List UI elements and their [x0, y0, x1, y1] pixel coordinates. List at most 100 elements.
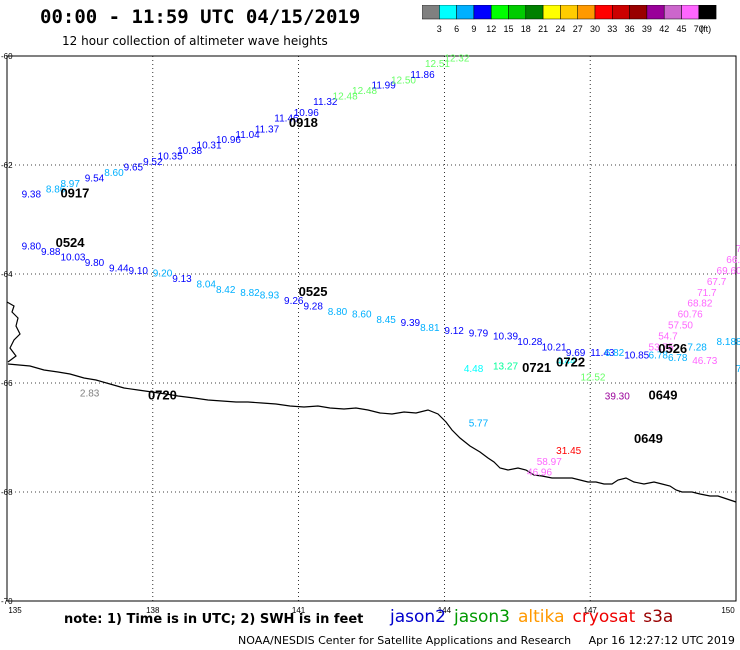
lon-tick-label: 141 — [292, 606, 306, 615]
swh-value: 71.7 — [697, 288, 717, 299]
map-frame — [6, 55, 737, 602]
swh-value: 11.99 — [372, 81, 397, 92]
swh-value: 9.52 — [143, 157, 163, 168]
lat-tick-label: -68 — [1, 488, 13, 497]
swh-value: 71 — [736, 244, 740, 255]
pass-time-label: 0721 — [522, 360, 551, 375]
colorbar-tick-label: 9 — [471, 24, 476, 34]
pass-time-label: 0722 — [556, 355, 585, 370]
pass-time-label: 0526 — [658, 341, 687, 356]
swh-value: 53.75 — [649, 342, 674, 353]
colorbar-tick-label: 27 — [573, 24, 583, 34]
swh-value: 9.80 — [22, 241, 42, 252]
lat-tick-label: -66 — [1, 379, 13, 388]
swh-value: 67.7 — [707, 277, 727, 288]
swh-value: 11.43 — [590, 348, 615, 359]
swh-value: 9.80 — [85, 258, 105, 269]
swh-value: 31.45 — [556, 446, 581, 457]
generated-timestamp: Apr 16 12:27:12 UTC 2019 — [588, 634, 735, 647]
colorbar-tick-label: 42 — [659, 24, 669, 34]
swh-value: 7 — [736, 364, 740, 375]
swh-value: 9.10 — [129, 266, 149, 277]
swh-value: 8.42 — [216, 285, 236, 296]
swh-value: 57.50 — [668, 321, 693, 332]
legend-entry-jason2: jason2 — [390, 607, 446, 627]
colorbar-tick-label: 21 — [538, 24, 548, 34]
lon-tick-label: 138 — [146, 606, 160, 615]
swh-value: 9.88 — [41, 247, 61, 258]
swh-value: 8.8 — [736, 337, 740, 348]
colorbar-tick-label: 3 — [437, 24, 442, 34]
swh-value: 12.48 — [352, 86, 377, 97]
swh-value: 10.28 — [517, 337, 542, 348]
pass-time-label: 0917 — [60, 186, 89, 201]
colorbar-tick-label: 24 — [555, 24, 565, 34]
graticule — [7, 56, 736, 601]
swh-value: 58.97 — [537, 457, 562, 468]
swh-value: 8.97 — [60, 179, 80, 190]
swh-value: 46.96 — [527, 468, 552, 479]
lon-tick-label: 150 — [721, 606, 735, 615]
page-subtitle: 12 hour collection of altimeter wave hei… — [62, 34, 328, 48]
swh-value: 8.93 — [260, 291, 280, 302]
swh-value: 10.39 — [493, 331, 518, 342]
swh-value: 10.35 — [158, 152, 183, 163]
swh-value: 8.81 — [420, 323, 440, 334]
swh-value: 68.82 — [687, 299, 712, 310]
lon-tick-label: 135 — [8, 606, 22, 615]
swh-value: 11.04 — [235, 130, 260, 141]
swh-value: 7.28 — [687, 342, 707, 353]
swh-value: 9.44 — [109, 263, 129, 274]
swh-value: 69.60 — [717, 266, 740, 277]
swh-value: 4.44 — [556, 356, 576, 367]
swh-value: 11.32 — [313, 97, 338, 108]
swh-value: 9.54 — [85, 173, 105, 184]
swh-value: 10.03 — [60, 252, 85, 263]
lon-tick-label: 147 — [584, 606, 598, 615]
pass-time-label: 0649 — [649, 387, 678, 402]
colorbar-tick-label: 45 — [676, 24, 686, 34]
colorbar-tick-label: 6 — [454, 24, 459, 34]
lon-tick-label: 144 — [438, 606, 452, 615]
wave-height-marks: 9.38 8.868.97 9.54 8.60 9.65 9.5210.3510.3810… — [22, 53, 740, 478]
swh-value: 10.85 — [624, 350, 649, 361]
pass-time-label: 0524 — [56, 235, 86, 250]
lat-tick-label: -70 — [1, 597, 13, 606]
pass-time-label: 0720 — [148, 387, 177, 402]
swh-value: 8.45 — [376, 315, 396, 326]
legend-entry-s3a: s3a — [643, 607, 674, 627]
footer: NOAA/NESDIS Center for Satellite Applica… — [238, 634, 735, 647]
legend-entry-altika: altika — [518, 607, 565, 627]
footnote: note: 1) Time is in UTC; 2) SWH is in fe… — [64, 612, 364, 627]
swh-value: 11.37 — [255, 124, 280, 135]
swh-value: 8.60 — [352, 310, 372, 321]
colorbar-tick-label: 30 — [590, 24, 600, 34]
colorbar-tick-label: 33 — [607, 24, 617, 34]
swh-value: 39.30 — [605, 391, 630, 402]
coastline — [6, 301, 737, 503]
swh-value: 9.26 — [284, 296, 304, 307]
swh-value: 10.96 — [294, 108, 319, 119]
swh-value: 12.52 — [580, 372, 605, 383]
satellite-legend: jason2 jason3 altika cryosat s3a — [390, 607, 681, 627]
swh-value: 9.38 — [22, 190, 42, 201]
swh-value: 9.65 — [124, 162, 144, 173]
swh-value: 8.82 — [240, 288, 260, 299]
swh-value: 9.13 — [172, 274, 192, 285]
lat-tick-label: -60 — [1, 52, 13, 61]
swh-value: 10.38 — [177, 146, 202, 157]
swh-value: 12.51 — [425, 59, 450, 70]
credit-text: NOAA/NESDIS Center for Satellite Applica… — [238, 634, 572, 647]
colorbar-tick-label: 36 — [625, 24, 635, 34]
colorbar-tick-label: 18 — [521, 24, 531, 34]
swh-value: 46.73 — [692, 356, 717, 367]
colorbar-tick-label: 12 — [486, 24, 496, 34]
swh-value: 6.78 — [649, 350, 669, 361]
swh-value: 11.46 — [274, 113, 299, 124]
lat-tick-label: -64 — [1, 270, 13, 279]
swh-value: 11.86 — [410, 70, 435, 81]
colorbar-tick-label: 15 — [503, 24, 513, 34]
swh-value: 12.48 — [333, 92, 358, 103]
swh-value: 5.77 — [469, 419, 489, 430]
